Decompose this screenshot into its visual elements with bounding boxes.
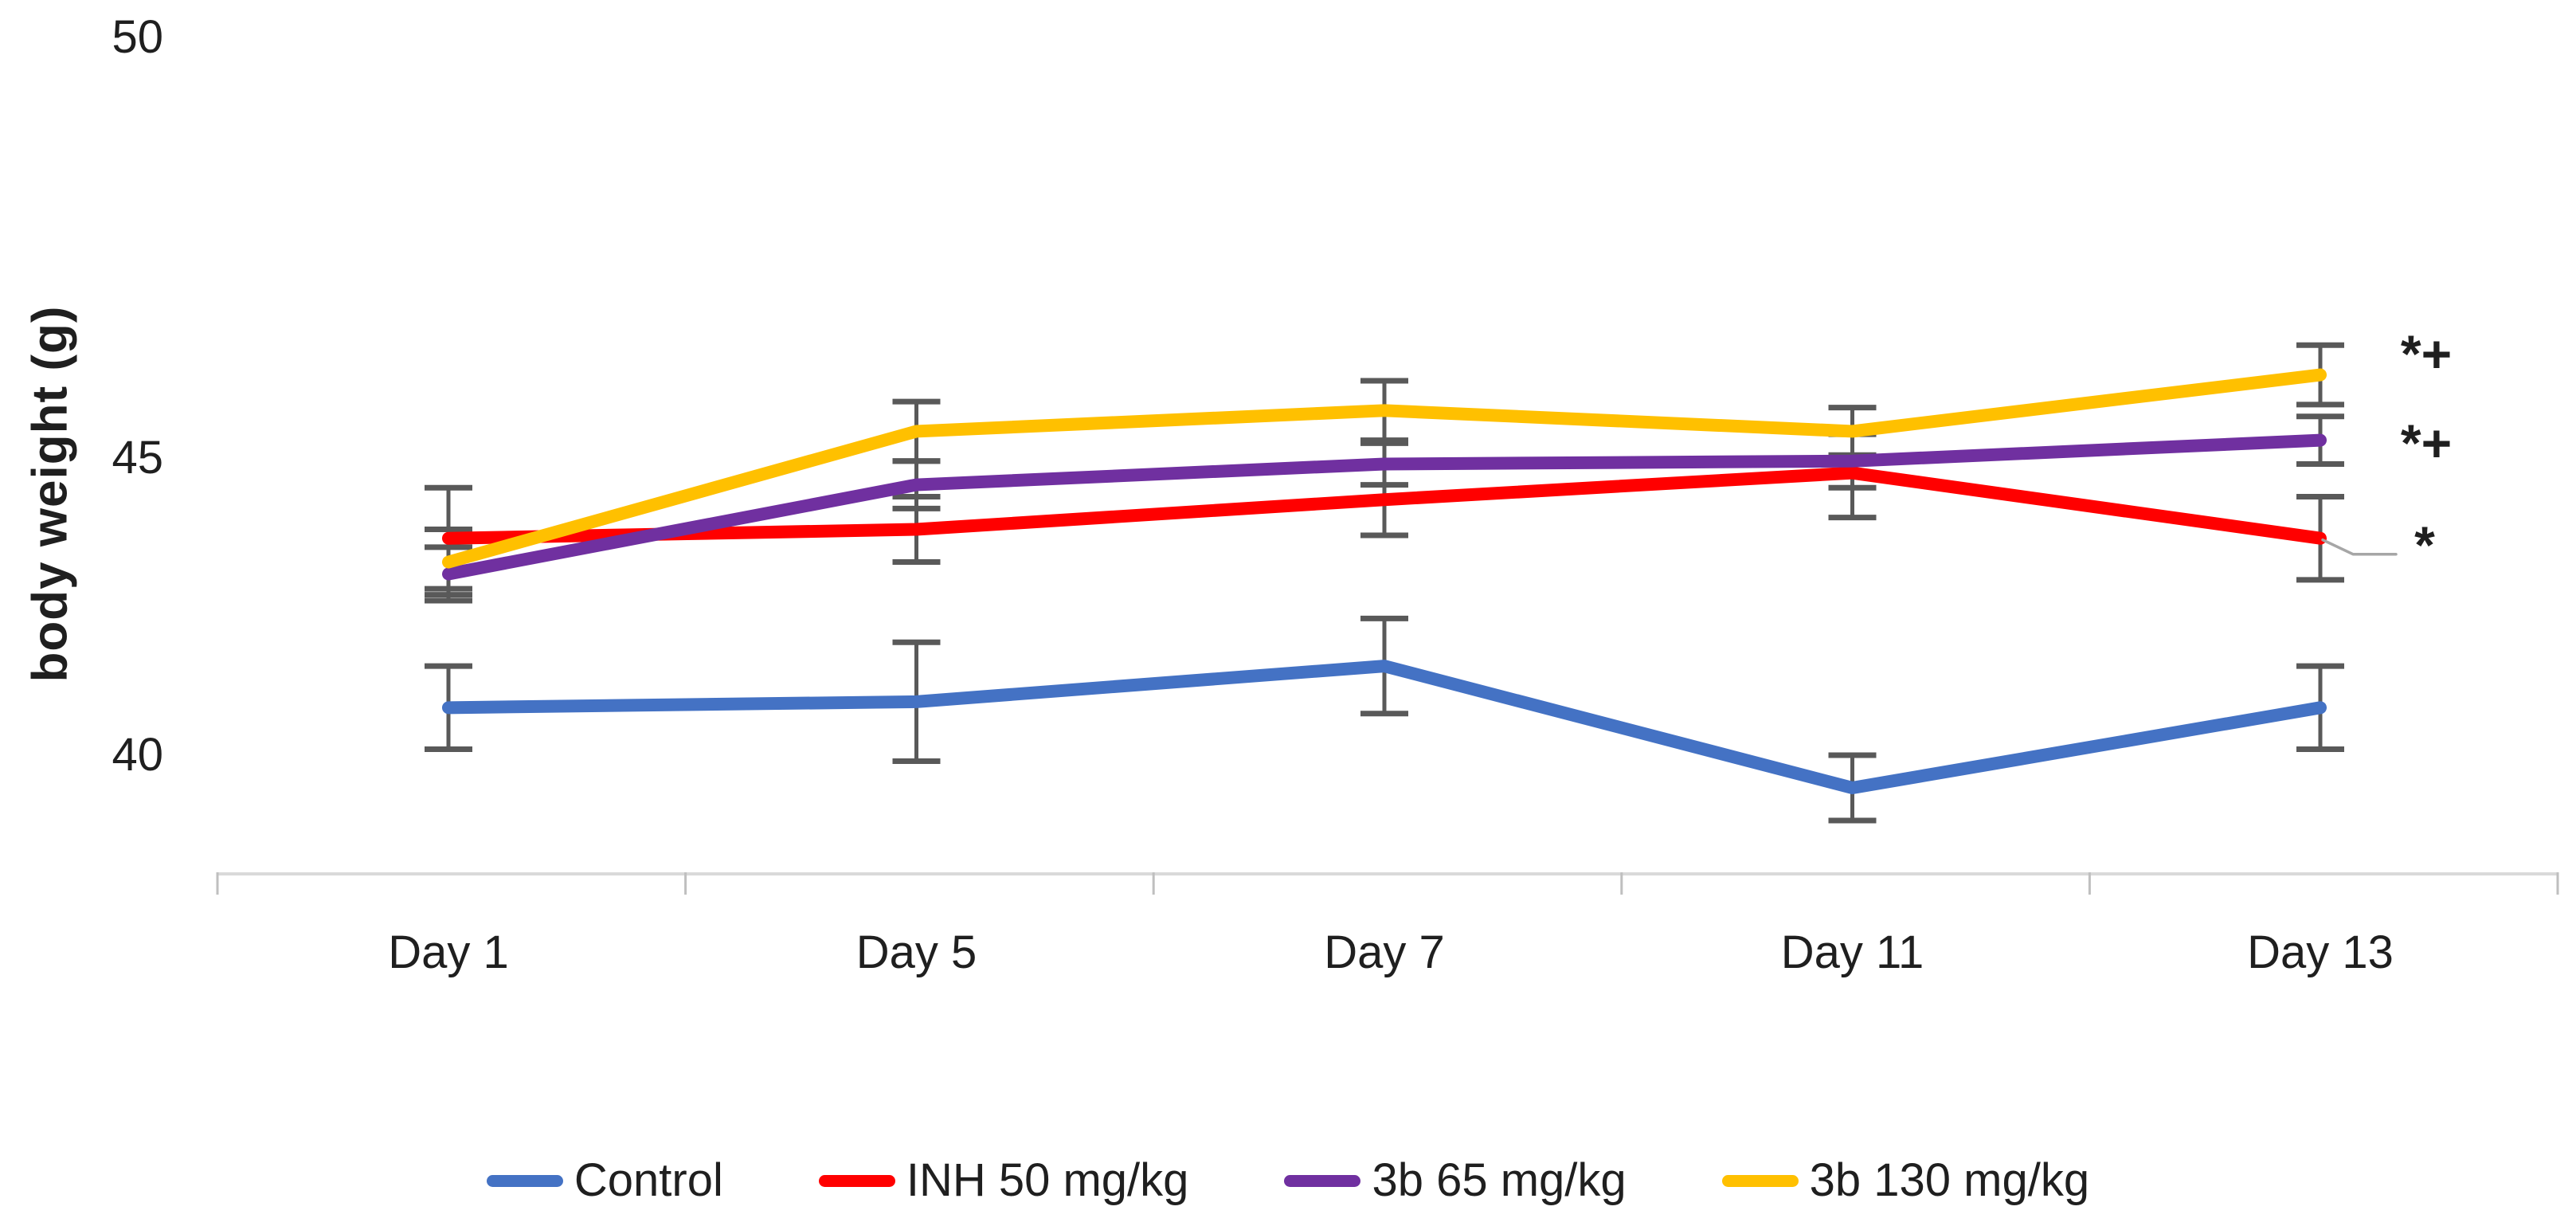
x-tick-label-day-11: Day 11 bbox=[1780, 926, 1924, 978]
legend-label-3b-130: 3b 130 mg/kg bbox=[1809, 1154, 2090, 1206]
y-tick-label-50: 50 bbox=[112, 11, 163, 63]
legend-item-3b-65: 3b 65 mg/kg bbox=[1284, 1154, 1627, 1206]
significance-annotation-inh: * bbox=[2414, 515, 2435, 574]
significance-annotation-3b130: *+ bbox=[2400, 324, 2453, 383]
legend-label-control: Control bbox=[574, 1154, 723, 1206]
y-axis-title: body weight (g) bbox=[22, 305, 78, 683]
legend-swatch-3b-65 bbox=[1284, 1174, 1361, 1187]
x-tick-label-day-13: Day 13 bbox=[2247, 926, 2394, 978]
y-tick-label-40: 40 bbox=[112, 729, 163, 781]
legend: Control INH 50 mg/kg 3b 65 mg/kg 3b 130 … bbox=[0, 1145, 2576, 1216]
significance-annotation-3b65: *+ bbox=[2400, 413, 2453, 472]
x-tick-label-day-7: Day 7 bbox=[1324, 926, 1445, 978]
x-tick-label-day-5: Day 5 bbox=[855, 926, 977, 978]
legend-item-control: Control bbox=[486, 1154, 723, 1206]
legend-swatch-3b-130 bbox=[1721, 1174, 1799, 1187]
y-tick-label-45: 45 bbox=[112, 432, 163, 484]
legend-swatch-inh-50 bbox=[818, 1174, 895, 1187]
legend-swatch-control bbox=[486, 1174, 563, 1187]
legend-item-3b-130: 3b 130 mg/kg bbox=[1721, 1154, 2090, 1206]
legend-label-inh-50: INH 50 mg/kg bbox=[906, 1154, 1189, 1206]
legend-label-3b-65: 3b 65 mg/kg bbox=[1372, 1154, 1627, 1206]
x-tick-label-day-1: Day 1 bbox=[388, 926, 509, 978]
legend-item-inh-50: INH 50 mg/kg bbox=[818, 1154, 1189, 1206]
